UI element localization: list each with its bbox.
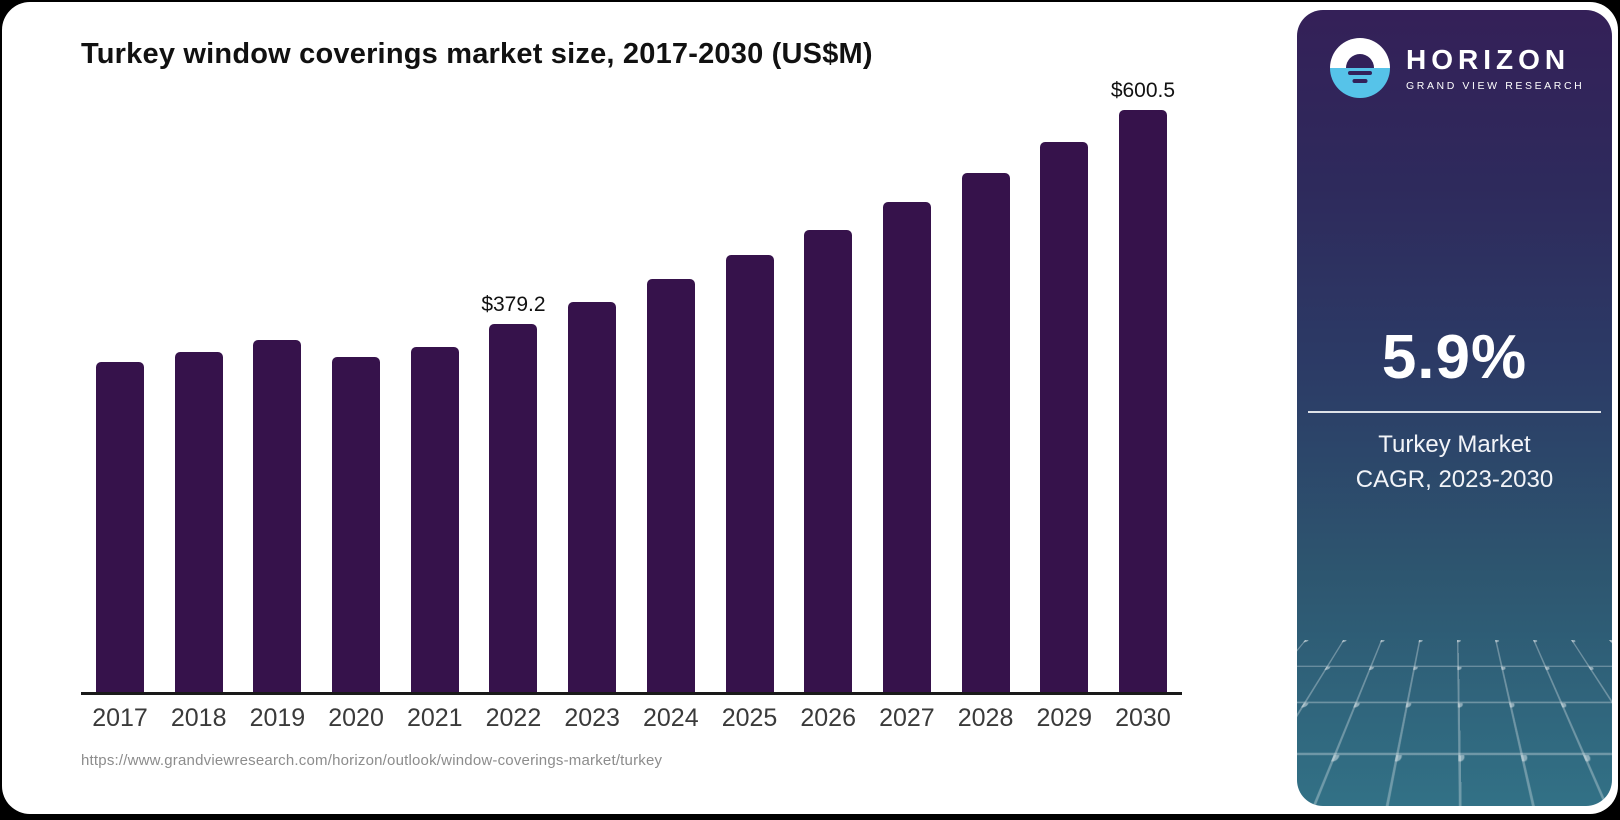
bar-2021 [410,346,459,692]
chart-title: Turkey window coverings market size, 201… [81,38,873,70]
bar-2022 [489,324,538,692]
bar-slot-2028 [947,110,1025,692]
x-axis-ticks: 2017 2018 2019 2020 2021 2022 2023 2024 2025 2026… [81,704,1182,733]
cagr-value: 5.9% [1381,323,1528,392]
horizon-sun-icon [1330,38,1390,98]
x-tick-2023: 2023 [564,704,620,732]
bar-slot-2023 [553,110,631,692]
bar-slot-2020 [317,110,395,692]
bar-slot-2019 [238,110,316,692]
x-tick-2027: 2027 [879,704,935,732]
x-tick-2024: 2024 [643,704,699,732]
bar-2018 [174,351,223,692]
bar-2017 [96,362,144,692]
bar-slot-2026 [789,110,867,692]
x-tick-2025: 2025 [721,704,778,732]
bar-2026 [804,229,853,692]
logo-brand-text: HORIZON [1406,44,1571,75]
bar-slot-2017 [81,110,159,692]
x-tick-2017: 2017 [92,704,148,732]
point-label-2030: $600.5 [1110,79,1176,102]
cagr-label-line2: CAGR, 2023-2030 [1355,466,1554,493]
bar-slot-2024 [632,110,710,692]
x-tick-2020: 2020 [328,704,384,732]
bar-2019 [253,340,302,692]
source-url: https://www.grandviewresearch.com/horizo… [81,752,663,769]
bar-slot-2025 [711,110,789,692]
bar-slot-2021 [396,110,474,692]
cagr-stat: 5.9% Turkey Market CAGR, 2023-2030 [1297,322,1612,497]
stat-divider [1308,411,1601,413]
bar-2029 [1040,142,1089,692]
bar-2030 [1118,110,1167,692]
x-tick-2019: 2019 [249,704,306,732]
horizon-logo: HORIZON GRAND VIEW RESEARCH [1330,38,1602,98]
bar-slot-2022: $379.2 [474,110,552,692]
bar-2025 [725,254,774,692]
x-tick-2026: 2026 [800,704,856,732]
bar-slot-2029 [1025,110,1103,692]
x-tick-2030: 2030 [1115,704,1171,732]
bar-chart-plot: $379.2 $600.5 [81,79,1182,695]
sidebar-panel: HORIZON GRAND VIEW RESEARCH 5.9% Turkey … [1297,10,1612,806]
bar-slot-2027 [868,110,946,692]
x-tick-2029: 2029 [1036,704,1093,732]
x-tick-2021: 2021 [406,704,463,732]
bar-2024 [646,279,695,692]
x-tick-2018: 2018 [170,704,227,732]
bar-2020 [332,356,381,692]
bar-slot-2018 [160,110,238,692]
point-label-2022: $379.2 [481,293,546,317]
bar-2023 [568,302,617,692]
bar-2028 [961,173,1010,692]
mesh-pattern [1297,638,1612,806]
x-tick-2022: 2022 [485,704,542,732]
logo-subbrand-text: GRAND VIEW RESEARCH [1406,80,1585,92]
bar-slot-2030: $600.5 [1104,79,1182,692]
bar-2027 [882,201,931,692]
x-tick-2028: 2028 [957,704,1014,732]
cagr-label-line1: Turkey Market [1378,431,1531,458]
